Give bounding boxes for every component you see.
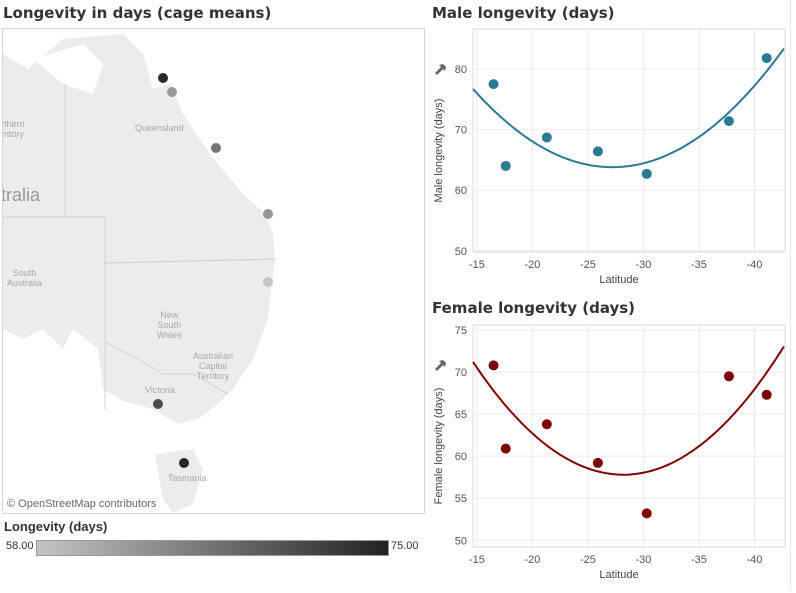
map-attribution[interactable]: © OpenStreetMap contributors [7, 498, 157, 510]
map-point[interactable] [153, 399, 163, 409]
map-title: Longevity in days (cage means) [3, 4, 272, 22]
y-axis-label: Male longevity (days) [433, 99, 445, 203]
data-point[interactable] [541, 132, 552, 143]
map-point[interactable] [167, 87, 177, 97]
map-point[interactable] [211, 143, 221, 153]
x-tick-label: -15 [469, 554, 485, 566]
x-tick-label: -35 [691, 259, 707, 271]
map-point[interactable] [179, 458, 189, 468]
x-tick-label: -20 [524, 259, 540, 271]
legend-min: 58.00 [6, 540, 34, 552]
plot-frame [472, 324, 786, 548]
pin-icon[interactable] [435, 64, 446, 75]
x-tick-label: -20 [524, 554, 540, 566]
legend-title: Longevity (days) [4, 519, 108, 534]
tasmania-land [155, 449, 203, 513]
plot-area: -15 -20 -25 -30 -35 -40 50 55 60 65 70 75 [455, 324, 786, 566]
y-tick-label: 60 [455, 451, 467, 463]
label-act: Australian Capital Territory [193, 351, 234, 381]
y-tick-label: 50 [455, 246, 467, 258]
x-axis-label: Latitude [599, 569, 638, 581]
map-point[interactable] [158, 73, 168, 83]
y-tick-label: 80 [455, 64, 467, 76]
data-point[interactable] [500, 160, 511, 171]
label-south-australia: South Australia [7, 268, 43, 288]
x-tick-label: -35 [691, 554, 707, 566]
y-tick-label: 70 [455, 367, 467, 379]
female-chart-title: Female longevity (days) [432, 299, 636, 317]
label-northern-territory: rthern rritory [2, 119, 25, 139]
top-bay [33, 44, 103, 94]
border-nsw-vic [104, 341, 229, 395]
data-point[interactable] [761, 389, 772, 400]
y-tick-label: 50 [455, 535, 467, 547]
x-tick-label: -40 [747, 259, 763, 271]
data-point[interactable] [488, 79, 499, 90]
legend-max: 75.00 [391, 540, 419, 552]
border-qld-nsw [104, 258, 276, 264]
data-point[interactable] [761, 53, 772, 64]
map-base [3, 34, 276, 513]
y-tick-label: 70 [455, 125, 467, 137]
label-nsw: New South Wales [157, 310, 182, 340]
x-tick-label: -30 [635, 554, 651, 566]
pin-icon[interactable] [435, 360, 446, 371]
plot-area: -15 -20 -25 -30 -35 -40 50 60 70 80 [455, 28, 786, 271]
label-queensland: Queensland [135, 123, 184, 133]
male-chart[interactable]: -15 -20 -25 -30 -35 -40 50 60 70 80 Latitude Male l… [420, 0, 796, 290]
scrollbar-edge [790, 0, 791, 589]
x-axis-label: Latitude [599, 274, 638, 286]
data-point[interactable] [488, 360, 499, 371]
x-tick-label: -25 [580, 554, 596, 566]
data-point[interactable] [723, 116, 734, 127]
map-view[interactable]: rthern rritory Queensland tralia South A… [2, 28, 425, 514]
data-point[interactable] [592, 457, 603, 468]
plot-frame [472, 28, 786, 253]
data-point[interactable] [723, 371, 734, 382]
land-mass [3, 34, 275, 424]
female-chart[interactable]: -15 -20 -25 -30 -35 -40 50 55 60 65 70 75 Latitude Fe… [420, 295, 796, 589]
data-point[interactable] [592, 146, 603, 157]
x-tick-label: -25 [580, 259, 596, 271]
y-axis-label: Female longevity (days) [433, 388, 445, 505]
data-point[interactable] [641, 508, 652, 519]
y-tick-label: 75 [455, 325, 467, 337]
data-point[interactable] [541, 419, 552, 430]
y-tick-label: 55 [455, 493, 467, 505]
map-point[interactable] [263, 277, 273, 287]
data-point[interactable] [641, 168, 652, 179]
trend-line[interactable] [472, 48, 785, 169]
female-scatter-plot[interactable]: -15 -20 -25 -30 -35 -40 50 55 60 65 70 75 Latitude Fe… [420, 295, 796, 589]
x-tick-label: -40 [747, 554, 763, 566]
y-tick-label: 65 [455, 409, 467, 421]
label-australia: tralia [2, 185, 41, 205]
legend-color-ramp [36, 540, 389, 556]
y-tick-label: 60 [455, 185, 467, 197]
x-tick-label: -30 [635, 259, 651, 271]
map-point[interactable] [263, 209, 273, 219]
trend-line[interactable] [472, 345, 785, 476]
male-chart-title: Male longevity (days) [432, 4, 615, 22]
label-tasmania: Tasmania [168, 473, 207, 483]
data-point[interactable] [500, 443, 511, 454]
label-victoria: Victoria [145, 385, 175, 395]
x-tick-label: -15 [469, 259, 485, 271]
male-scatter-plot[interactable]: -15 -20 -25 -30 -35 -40 50 60 70 80 Latitude Male l… [420, 0, 796, 290]
